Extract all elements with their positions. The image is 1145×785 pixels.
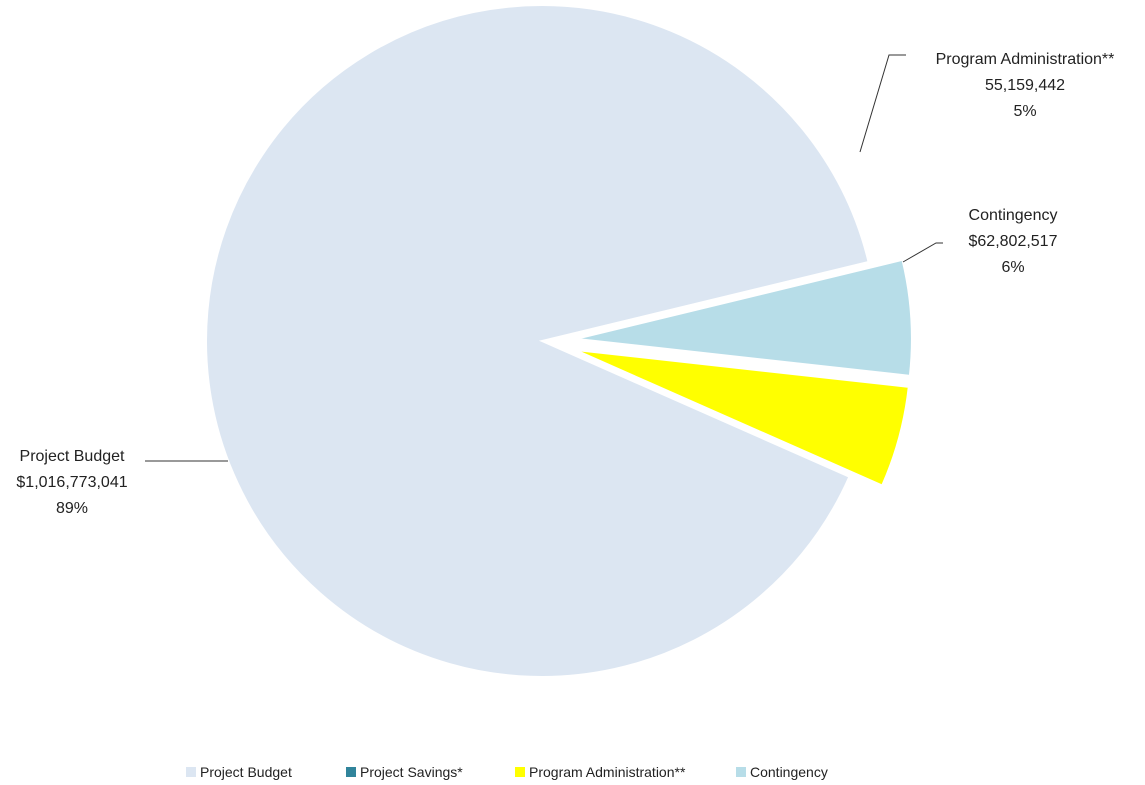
label-value: 55,159,442 [985, 77, 1065, 94]
legend-item-project-budget: Project Budget [186, 764, 292, 780]
label-value: $1,016,773,041 [16, 474, 127, 491]
pie-slices [205, 4, 913, 678]
legend-label: Project Savings* [360, 764, 463, 780]
pie-slice-contingency [575, 258, 913, 377]
leader-line-contingency [902, 242, 943, 263]
leader-lines [145, 54, 943, 462]
label-category: Project Budget [20, 448, 126, 465]
pie-slice-project-budget [205, 4, 870, 678]
label-percent: 6% [1001, 259, 1024, 276]
legend-swatch [346, 767, 356, 777]
legend-label: Program Administration** [529, 764, 686, 780]
legend-swatch [736, 767, 746, 777]
legend-swatch [515, 767, 525, 777]
data-label-contingency: Contingency $62,802,517 6% [969, 207, 1058, 276]
legend-item-program-administration: Program Administration** [515, 764, 686, 780]
data-label-program-administration: Program Administration** 55,159,442 5% [936, 51, 1115, 120]
label-percent: 89% [56, 500, 88, 517]
legend-swatch [186, 767, 196, 777]
pie-slice-program-administration [574, 348, 910, 487]
data-label-project-budget: Project Budget $1,016,773,041 89% [16, 448, 127, 517]
label-category: Program Administration** [936, 51, 1115, 68]
legend-label: Project Budget [200, 764, 292, 780]
legend-label: Contingency [750, 764, 828, 780]
label-category: Contingency [969, 207, 1058, 224]
legend-item-project-savings: Project Savings* [346, 764, 463, 780]
label-percent: 5% [1013, 103, 1036, 120]
legend-item-contingency: Contingency [736, 764, 828, 780]
label-value: $62,802,517 [969, 233, 1058, 250]
leader-line-program-administration [859, 54, 906, 153]
legend: Project Budget Project Savings* Program … [186, 764, 828, 780]
